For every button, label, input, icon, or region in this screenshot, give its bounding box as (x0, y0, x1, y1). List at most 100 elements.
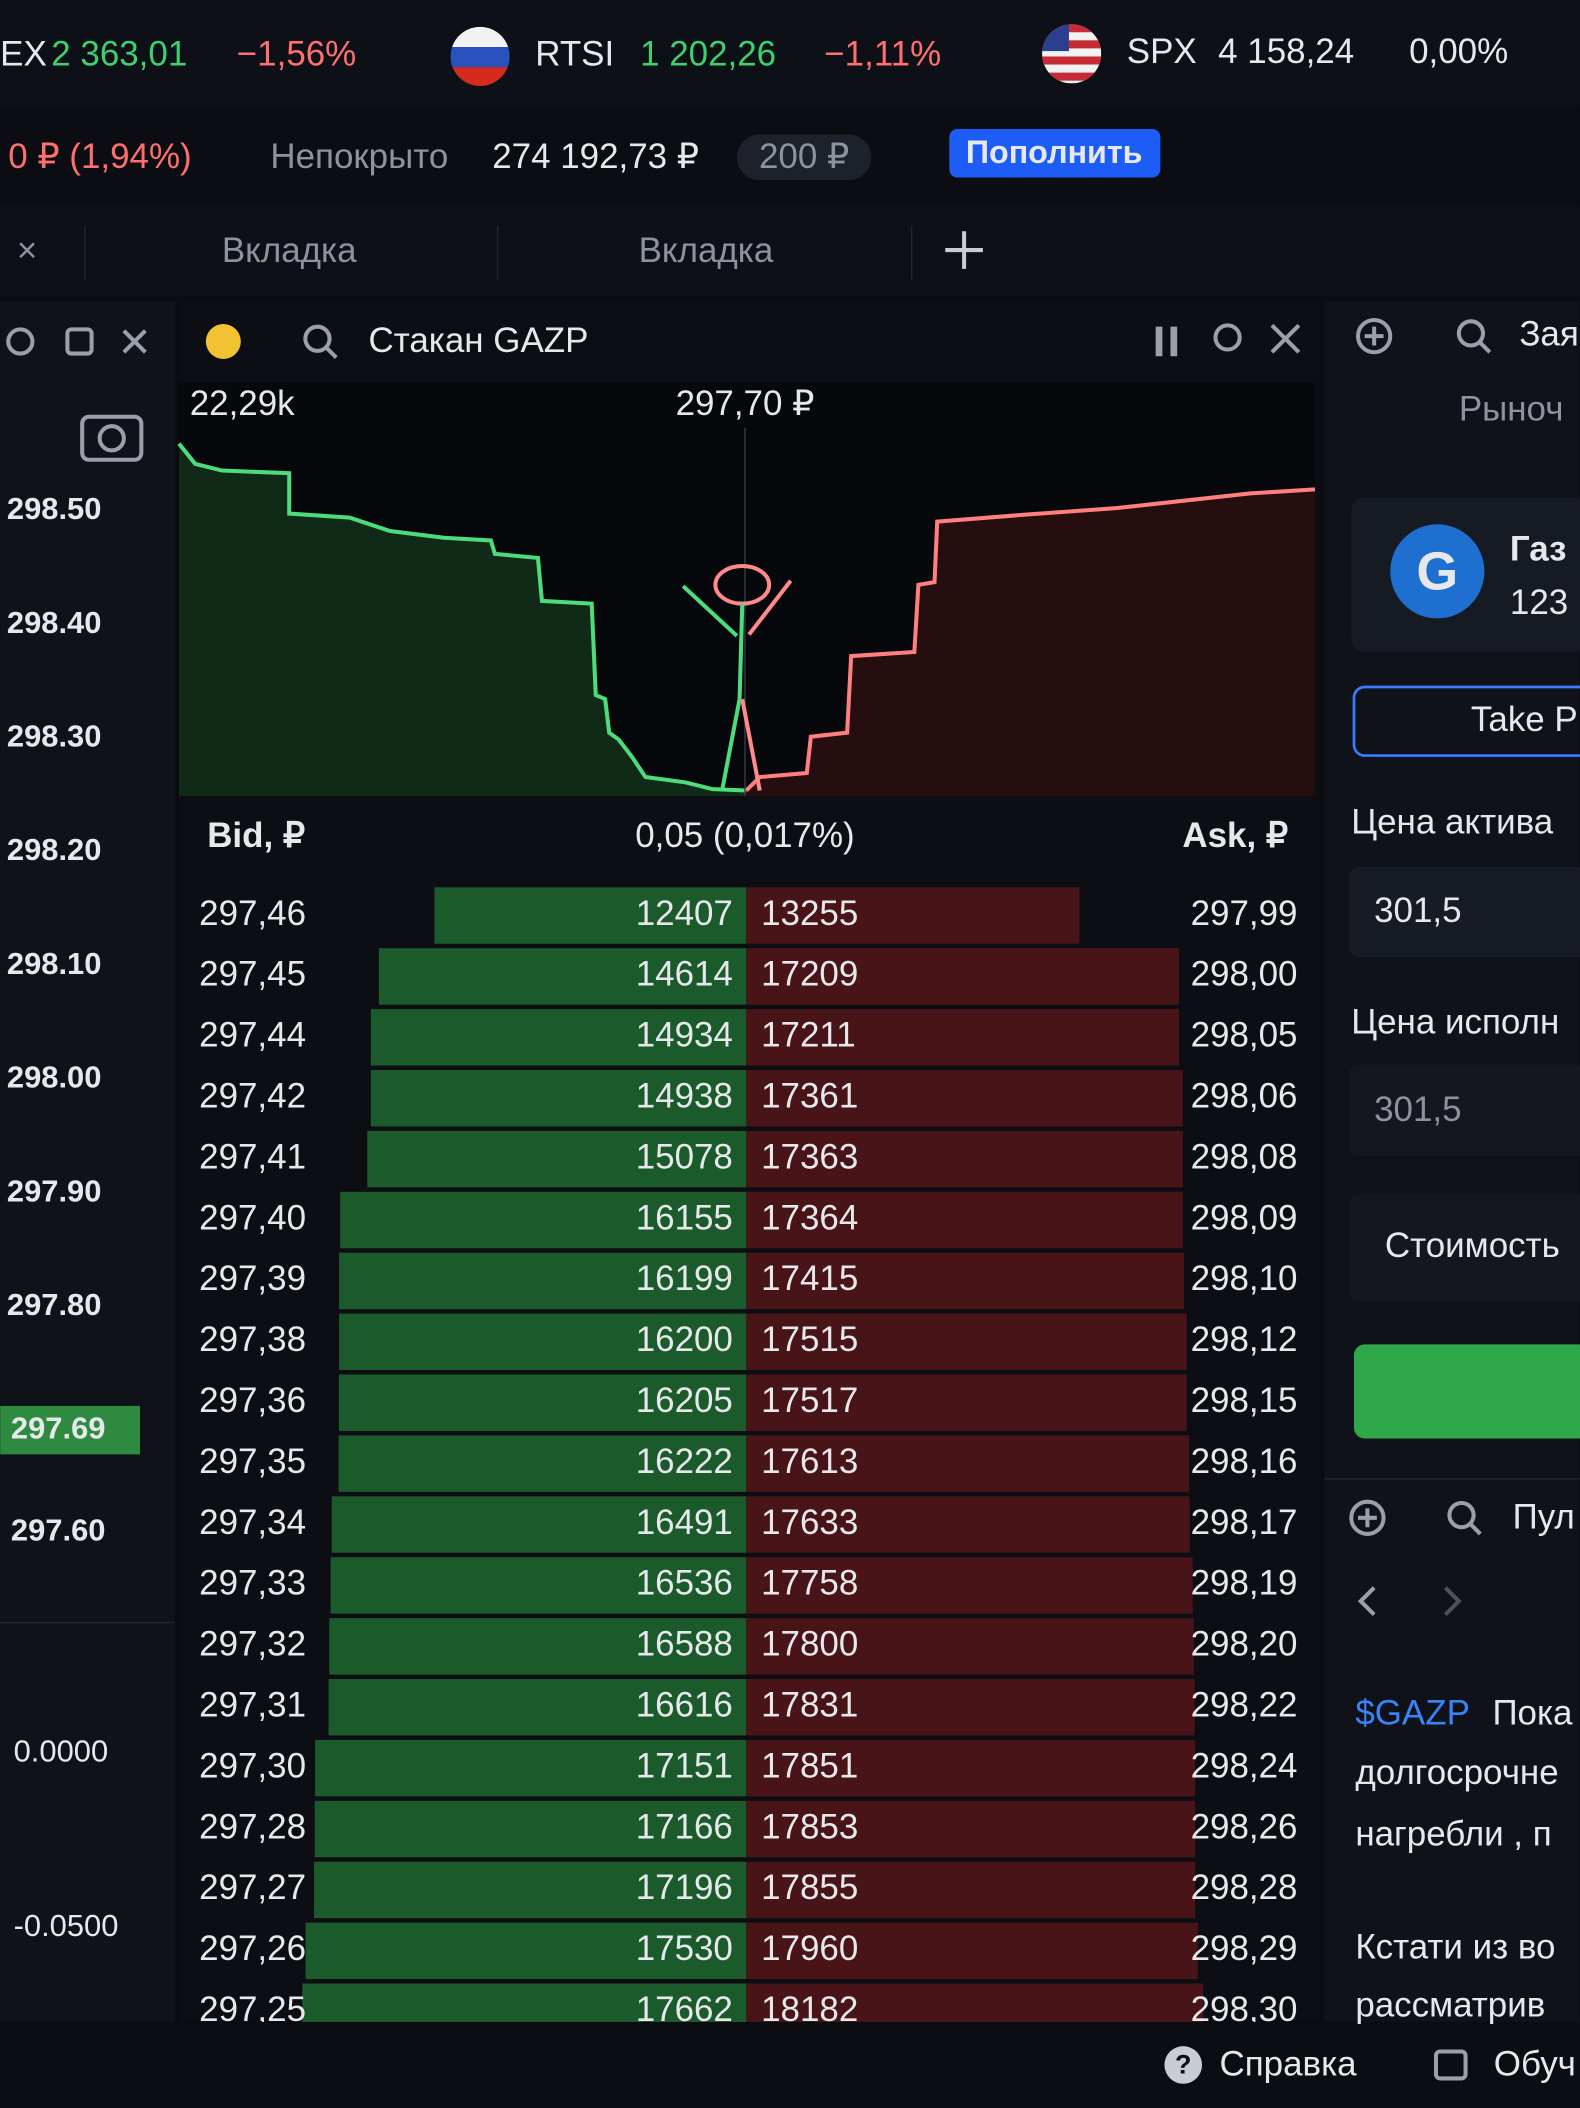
learn-icon[interactable] (1433, 2049, 1468, 2081)
ask-volume: 17364 (761, 1198, 858, 1237)
ask-volume: 17211 (761, 1016, 856, 1055)
feed-text: нагребли , п (1355, 1815, 1551, 1854)
topup-button-label[interactable]: Пополнить (966, 134, 1143, 170)
ask-volume: 17960 (761, 1929, 858, 1968)
axis-label: 297.80 (7, 1287, 102, 1322)
bid-price: 297,35 (199, 1442, 306, 1481)
tab[interactable]: Вкладка (639, 231, 774, 270)
help-icon[interactable] (1164, 2046, 1203, 2084)
bid-volume: 16536 (636, 1564, 733, 1603)
bid-volume-bar (370, 1069, 747, 1127)
asset-price-input[interactable] (1348, 867, 1580, 958)
ask-volume: 17415 (761, 1259, 858, 1298)
take-profit-label[interactable]: Take P (1471, 700, 1578, 739)
link-color-dot[interactable] (205, 323, 241, 359)
footer-link[interactable]: Обуч (1494, 2045, 1576, 2084)
ticker-name[interactable]: SPX (1127, 32, 1197, 71)
ask-volume: 17855 (761, 1868, 858, 1907)
topup-button[interactable] (949, 129, 1161, 178)
bid-volume: 14614 (636, 955, 733, 994)
buy-button[interactable] (1353, 1344, 1580, 1439)
exec-price-input[interactable] (1348, 1064, 1580, 1157)
feed-icons[interactable] (1349, 1499, 1482, 1617)
ask-volume-bar (746, 1313, 1187, 1371)
search-icon[interactable] (303, 324, 338, 360)
footer-link[interactable]: Справка (1220, 2045, 1358, 2084)
bid-volume: 16155 (636, 1198, 733, 1237)
footer (0, 2027, 1580, 2108)
axis-label: 298.30 (7, 719, 102, 754)
panel-tab[interactable]: Рыноч (1459, 390, 1564, 429)
ticker-name[interactable]: RTSI (535, 35, 614, 74)
widget-controls[interactable] (1155, 323, 1301, 357)
bid-volume-bar (434, 887, 747, 944)
ticker-name[interactable]: EX (0, 35, 47, 74)
current-price-box (0, 1405, 140, 1455)
cost-label: Стоимость (1385, 1226, 1560, 1265)
order-panel-icons[interactable] (1355, 317, 1492, 355)
exec-price[interactable]: 301,5 (1374, 1090, 1461, 1129)
bid-price: 297,33 (199, 1564, 306, 1603)
ask-volume: 17853 (761, 1807, 858, 1846)
bid-volume: 16200 (636, 1320, 733, 1359)
ask-price: 298,05 (1191, 1016, 1298, 1055)
ask-price: 298,00 (1191, 955, 1298, 994)
ask-price: 298,29 (1191, 1929, 1298, 1968)
bid-volume: 17530 (636, 1929, 733, 1968)
tab[interactable]: Вкладка (222, 231, 357, 270)
company-logo (1390, 524, 1485, 619)
bid-price: 297,41 (199, 1137, 306, 1176)
help-icon-glyph: ? (1175, 2049, 1191, 2079)
ask-price: 298,20 (1191, 1625, 1298, 1664)
bid-volume-bar (331, 1496, 747, 1553)
feed-search[interactable]: Пул (1513, 1497, 1575, 1536)
bid-price: 297,32 (199, 1625, 306, 1664)
tab-bar (0, 204, 1580, 296)
ticker-change: 0,00% (1409, 32, 1508, 71)
ticker-change: −1,11% (824, 35, 941, 74)
ask-volume-bar (746, 1557, 1193, 1614)
ask-price: 298,08 (1191, 1137, 1298, 1176)
bid-volume-bar (339, 1252, 747, 1310)
bid-volume-bar (302, 1983, 747, 2022)
bid-volume-bar (314, 1800, 747, 1858)
ask-volume-bar (746, 1800, 1196, 1858)
axis-label: 298.10 (7, 946, 102, 981)
left-panel-icons[interactable] (6, 327, 147, 462)
company-logo-glyph: G (1416, 542, 1458, 602)
bid-volume: 16616 (636, 1685, 733, 1724)
bid-price: 297,31 (199, 1685, 306, 1724)
panel-search[interactable]: Зая (1519, 314, 1578, 353)
axis-label: 297.90 (7, 1173, 102, 1208)
asset-price[interactable]: 301,5 (1374, 891, 1461, 930)
bid-price: 297,39 (199, 1259, 306, 1298)
ask-volume: 17209 (761, 955, 858, 994)
take-profit-button[interactable] (1352, 685, 1580, 757)
left-panel (0, 301, 175, 2022)
bid-price: 297,36 (199, 1381, 306, 1420)
ask-volume-bar (746, 1009, 1179, 1066)
add-tab-icon[interactable] (945, 231, 983, 269)
ask-header: Ask, ₽ (1182, 816, 1288, 855)
ask-price: 298,16 (1191, 1442, 1298, 1481)
ask-depth-line (744, 487, 1316, 792)
ask-volume: 17758 (761, 1564, 858, 1603)
flag-us (1042, 24, 1102, 84)
ticker-change: −1,56% (237, 35, 356, 74)
uncovered-value: 274 192,73 ₽ (492, 137, 699, 176)
ticker-value: 4 158,24 (1218, 32, 1354, 71)
bid-volume-bar (329, 1618, 747, 1675)
ask-price: 298,30 (1191, 1990, 1298, 2029)
bid-header: Bid, ₽ (207, 816, 305, 855)
ask-price: 298,10 (1191, 1259, 1298, 1298)
bid-price: 297,27 (199, 1868, 306, 1907)
orderbook-rows: 297,46 12407 13255 297,99 297,45 14614 17209 29… (199, 887, 1298, 2029)
tab-close-icon[interactable]: × (17, 231, 37, 270)
feed-text: Кстати из во (1355, 1928, 1555, 1967)
bid-volume: 16205 (636, 1381, 733, 1420)
ask-volume: 17613 (761, 1442, 858, 1481)
ask-volume: 17363 (761, 1137, 858, 1176)
bid-price: 297,45 (199, 955, 306, 994)
ask-price: 298,12 (1191, 1320, 1298, 1359)
feed-ticker[interactable]: $GAZP (1355, 1694, 1470, 1733)
